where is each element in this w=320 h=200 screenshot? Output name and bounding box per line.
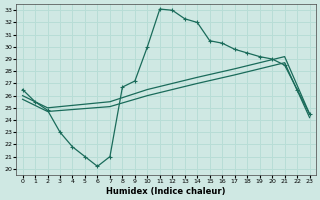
X-axis label: Humidex (Indice chaleur): Humidex (Indice chaleur)	[106, 187, 226, 196]
